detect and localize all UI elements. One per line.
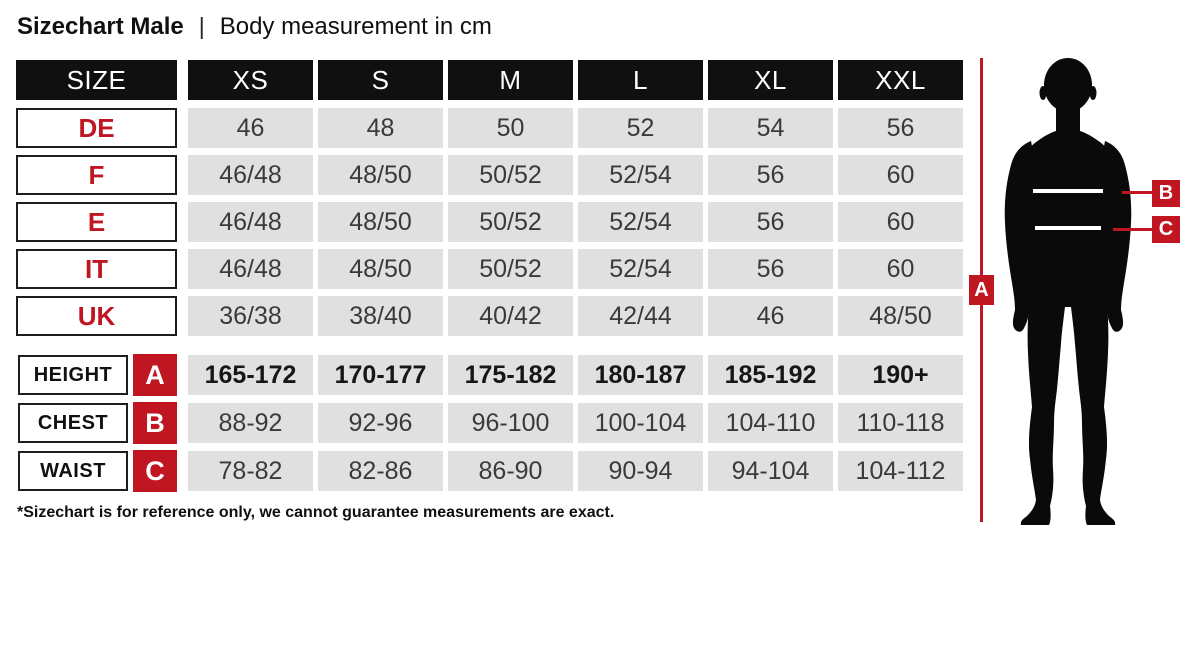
table-cell: 48/50 bbox=[838, 296, 963, 336]
table-cell: 48/50 bbox=[318, 249, 443, 289]
table-cell: 86-90 bbox=[448, 451, 573, 491]
table-cell: 180-187 bbox=[578, 355, 703, 395]
table-cell: 100-104 bbox=[578, 403, 703, 443]
column-header-s: S bbox=[318, 60, 443, 100]
table-cell: 46 bbox=[188, 108, 313, 148]
table-cell: 56 bbox=[708, 202, 833, 242]
table-cell: 50 bbox=[448, 108, 573, 148]
table-cell: 170-177 bbox=[318, 355, 443, 395]
row-label-de: DE bbox=[16, 108, 177, 148]
row-label-waist: WAIST bbox=[18, 451, 128, 491]
row-label-height: HEIGHT bbox=[18, 355, 128, 395]
table-cell: 90-94 bbox=[578, 451, 703, 491]
table-cell: 94-104 bbox=[708, 451, 833, 491]
column-header-xs: XS bbox=[188, 60, 313, 100]
table-cell: 165-172 bbox=[188, 355, 313, 395]
row-label-uk: UK bbox=[16, 296, 177, 336]
title-main: Sizechart Male bbox=[17, 13, 184, 40]
table-cell: 52/54 bbox=[578, 249, 703, 289]
table-cell: 60 bbox=[838, 202, 963, 242]
figure-label-a: A bbox=[969, 275, 994, 305]
table-cell: 46/48 bbox=[188, 202, 313, 242]
figure-label-b: B bbox=[1152, 180, 1180, 207]
male-silhouette-image bbox=[1004, 58, 1132, 525]
table-cell: 82-86 bbox=[318, 451, 443, 491]
table-cell: 46 bbox=[708, 296, 833, 336]
row-label-f: F bbox=[16, 155, 177, 195]
size-header: SIZE bbox=[16, 60, 177, 100]
column-header-xxl: XXL bbox=[838, 60, 963, 100]
letter-badge-a: A bbox=[133, 354, 177, 396]
row-label-e: E bbox=[16, 202, 177, 242]
table-cell: 46/48 bbox=[188, 155, 313, 195]
table-cell: 50/52 bbox=[448, 155, 573, 195]
chest-line bbox=[1033, 189, 1103, 193]
footnote-text: *Sizechart is for reference only, we can… bbox=[17, 504, 615, 521]
table-cell: 52/54 bbox=[578, 202, 703, 242]
column-header-xl: XL bbox=[708, 60, 833, 100]
table-cell: 50/52 bbox=[448, 202, 573, 242]
table-cell: 42/44 bbox=[578, 296, 703, 336]
table-cell: 110-118 bbox=[838, 403, 963, 443]
letter-badge-c: C bbox=[133, 450, 177, 492]
title-separator: | bbox=[198, 13, 205, 39]
table-cell: 185-192 bbox=[708, 355, 833, 395]
table-cell: 56 bbox=[838, 108, 963, 148]
table-cell: 175-182 bbox=[448, 355, 573, 395]
table-cell: 50/52 bbox=[448, 249, 573, 289]
table-cell: 54 bbox=[708, 108, 833, 148]
table-cell: 190+ bbox=[838, 355, 963, 395]
table-cell: 36/38 bbox=[188, 296, 313, 336]
table-cell: 48/50 bbox=[318, 202, 443, 242]
title-subtitle: Body measurement in cm bbox=[219, 13, 492, 40]
table-cell: 38/40 bbox=[318, 296, 443, 336]
table-cell: 60 bbox=[838, 155, 963, 195]
table-cell: 78-82 bbox=[188, 451, 313, 491]
waist-line bbox=[1035, 226, 1101, 230]
column-header-m: M bbox=[448, 60, 573, 100]
table-cell: 56 bbox=[708, 155, 833, 195]
table-cell: 52 bbox=[578, 108, 703, 148]
table-cell: 60 bbox=[838, 249, 963, 289]
table-cell: 40/42 bbox=[448, 296, 573, 336]
table-cell: 104-112 bbox=[838, 451, 963, 491]
waist-pointer-line bbox=[1113, 228, 1152, 231]
table-cell: 88-92 bbox=[188, 403, 313, 443]
chest-pointer-line bbox=[1122, 191, 1152, 194]
table-cell: 46/48 bbox=[188, 249, 313, 289]
table-cell: 48/50 bbox=[318, 155, 443, 195]
table-cell: 52/54 bbox=[578, 155, 703, 195]
page-title: Sizechart Male | Body measurement in cm bbox=[17, 13, 492, 41]
column-header-l: L bbox=[578, 60, 703, 100]
row-label-it: IT bbox=[16, 249, 177, 289]
table-cell: 92-96 bbox=[318, 403, 443, 443]
table-cell: 48 bbox=[318, 108, 443, 148]
table-cell: 96-100 bbox=[448, 403, 573, 443]
figure-label-c: C bbox=[1152, 216, 1180, 243]
table-cell: 104-110 bbox=[708, 403, 833, 443]
row-label-chest: CHEST bbox=[18, 403, 128, 443]
letter-badge-b: B bbox=[133, 402, 177, 444]
table-cell: 56 bbox=[708, 249, 833, 289]
